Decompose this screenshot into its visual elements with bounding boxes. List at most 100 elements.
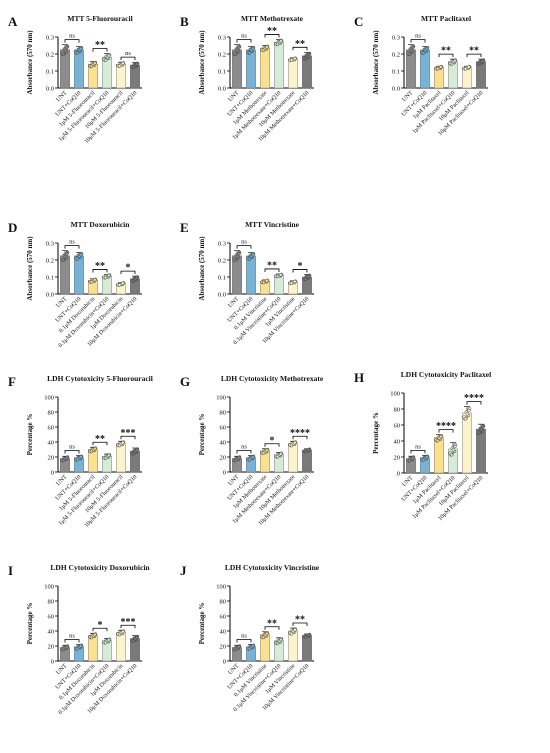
data-point [251,46,255,51]
data-point [279,273,283,277]
y-tick-label: 60 [48,424,55,431]
chart-title: MTT Doxorubicin [71,220,131,229]
chart-title: LDH Cytotoxicity Methotrexate [221,374,324,383]
bar [274,275,284,295]
data-point [293,56,297,61]
data-point [79,644,83,648]
data-point [89,64,94,69]
data-point [453,58,457,63]
y-tick-label: 60 [394,422,401,429]
y-tick-label: 20 [48,454,55,461]
data-point [93,632,97,637]
data-point [235,48,240,53]
data-point [75,647,80,651]
data-point [303,449,308,454]
y-axis-label: Percentage % [372,412,380,454]
significance-label: ** [95,434,105,445]
significance-label: ns [125,50,131,57]
significance-label: ns [69,444,75,451]
significance-bracket: ** [292,39,308,51]
y-tick-label: 0.3 [218,240,226,247]
data-point [131,639,136,643]
y-tick-label: 0 [397,470,400,477]
significance-bracket: ** [438,46,454,58]
data-point [233,647,238,652]
chart-panel-d: D MTT Doxorubicin Absorbance (570 nm) 0.0 0.… [8,220,142,349]
data-point [247,458,252,462]
data-point [65,644,69,649]
data-point [79,46,83,51]
data-point [275,641,280,646]
bar [288,58,298,89]
y-tick-label: 80 [220,598,227,605]
data-point [293,279,297,284]
y-tick-label: 0.1 [46,274,54,281]
y-tick-label: 0.1 [46,68,54,75]
y-tick-label: 0.3 [46,240,54,247]
y-tick-label: 40 [48,628,55,635]
data-point [463,417,468,421]
chart-panel-g: G LDH Cytotoxicity Methotrexate Percentage… [180,374,324,527]
bar [448,61,458,89]
data-point [103,275,108,280]
chart-title: LDH Cytotoxicity Vincristine [225,563,320,572]
data-point [75,51,80,55]
data-point [107,273,111,278]
significance-bracket: **** [436,421,456,433]
chart-panel-b: B MTT Methotrexate Absorbance (570 nm) 0.0 0… [180,14,314,143]
data-point [307,633,311,637]
data-point [463,67,468,71]
y-axis-label: Percentage % [26,414,34,456]
data-point [275,274,280,279]
data-point [467,65,471,69]
bar [476,428,486,474]
bar [88,449,98,473]
data-point [409,48,414,53]
y-axis-label: Percentage % [26,603,34,645]
data-point [279,39,283,43]
data-point [247,647,252,651]
y-tick-label: 100 [44,583,54,590]
data-point [135,62,139,66]
bar [102,56,112,89]
bar [476,61,486,89]
data-point [233,258,238,263]
bar [260,47,270,89]
data-point [449,62,454,66]
y-tick-label: 0 [51,658,54,665]
significance-label: ** [267,260,277,271]
y-tick-label: 0.3 [46,34,54,41]
bar [116,443,126,473]
chart-panel-c: C MTT Paclitaxel Absorbance (570 nm) 0.0 0.1… [354,14,488,137]
y-tick-label: 0.0 [218,85,226,92]
data-point [425,46,429,51]
significance-label: * [98,620,103,631]
significance-bracket: ** [466,46,482,58]
data-point [79,455,83,459]
data-point [307,52,311,57]
significance-label: *** [121,617,136,628]
y-tick-label: 40 [220,439,227,446]
significance-bracket: ns [64,444,80,454]
data-point [89,449,94,454]
chart-title: MTT Paclitaxel [421,14,471,23]
bar [116,632,126,662]
significance-bracket: * [92,620,108,632]
significance-bracket: ** [92,261,108,273]
data-point [421,51,426,55]
data-point [279,452,283,456]
data-point [121,281,125,286]
significance-bracket: * [292,261,308,273]
data-point [293,440,297,445]
significance-label: *** [121,428,136,439]
y-axis-label: Percentage % [198,414,206,456]
panel-letter: C [354,14,363,29]
significance-bracket: ns [64,633,80,643]
y-tick-label: 0.2 [392,51,400,58]
bar [288,630,298,662]
chart-title: MTT 5-Fluorouracil [67,14,132,23]
data-point [117,443,122,448]
y-tick-label: 40 [220,628,227,635]
bar [462,412,472,474]
significance-label: ** [295,615,305,626]
